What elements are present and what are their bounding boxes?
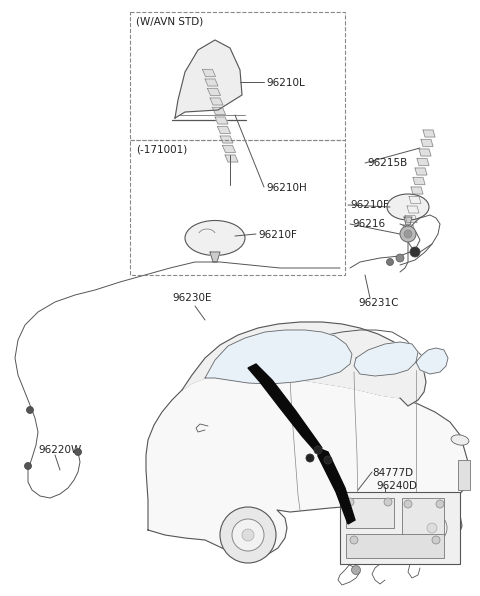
Ellipse shape	[185, 221, 245, 256]
Circle shape	[400, 226, 416, 242]
Bar	[458, 460, 470, 490]
Circle shape	[350, 536, 358, 544]
Circle shape	[346, 498, 354, 506]
Circle shape	[406, 502, 458, 554]
Bar	[130, 140, 345, 275]
Bar	[402, 498, 444, 536]
Text: 84777D: 84777D	[372, 468, 413, 478]
Circle shape	[432, 536, 440, 544]
Circle shape	[410, 247, 420, 257]
Circle shape	[427, 523, 437, 533]
Polygon shape	[217, 126, 230, 134]
Polygon shape	[407, 206, 419, 213]
Text: 96240D: 96240D	[376, 481, 417, 491]
Bar	[340, 492, 460, 564]
Text: 96231C: 96231C	[358, 298, 398, 308]
Circle shape	[324, 456, 332, 464]
Circle shape	[242, 529, 254, 541]
Bar	[346, 534, 444, 558]
Circle shape	[386, 259, 394, 265]
Polygon shape	[421, 139, 433, 147]
Polygon shape	[417, 159, 429, 166]
Circle shape	[384, 498, 392, 506]
Circle shape	[396, 254, 404, 262]
Polygon shape	[411, 187, 423, 194]
Circle shape	[314, 446, 322, 454]
Polygon shape	[220, 136, 233, 143]
Text: 96210H: 96210H	[266, 183, 307, 193]
Ellipse shape	[387, 194, 429, 220]
Circle shape	[24, 462, 32, 470]
Text: (-171001): (-171001)	[136, 145, 187, 155]
Polygon shape	[146, 374, 468, 558]
Polygon shape	[416, 348, 448, 374]
Polygon shape	[210, 252, 220, 262]
Polygon shape	[205, 330, 352, 384]
Text: (W/AVN STD): (W/AVN STD)	[136, 17, 203, 27]
Circle shape	[351, 566, 360, 575]
Polygon shape	[404, 217, 412, 225]
Polygon shape	[175, 40, 242, 118]
Polygon shape	[215, 117, 228, 124]
Polygon shape	[223, 145, 236, 153]
Circle shape	[74, 449, 82, 455]
Polygon shape	[354, 342, 418, 376]
Polygon shape	[318, 448, 355, 524]
Polygon shape	[403, 225, 415, 232]
Polygon shape	[182, 322, 426, 406]
Bar	[130, 12, 345, 140]
Circle shape	[404, 500, 412, 508]
Text: 96210L: 96210L	[266, 78, 305, 88]
Text: 96216: 96216	[352, 219, 385, 229]
Circle shape	[232, 519, 264, 551]
Polygon shape	[248, 364, 322, 452]
Polygon shape	[213, 107, 226, 114]
Polygon shape	[205, 79, 218, 86]
Circle shape	[306, 454, 314, 462]
Circle shape	[417, 513, 447, 543]
Text: 96210F: 96210F	[350, 200, 389, 210]
Circle shape	[404, 230, 412, 238]
Ellipse shape	[451, 435, 469, 445]
Polygon shape	[210, 98, 223, 105]
Polygon shape	[423, 130, 435, 137]
Polygon shape	[415, 168, 427, 175]
Text: 96215B: 96215B	[367, 158, 407, 168]
Circle shape	[220, 507, 276, 563]
Polygon shape	[207, 88, 220, 95]
Polygon shape	[419, 149, 431, 156]
Polygon shape	[203, 70, 216, 76]
Circle shape	[436, 500, 444, 508]
Bar	[346, 498, 394, 528]
Text: 96230E: 96230E	[172, 293, 212, 303]
Text: 96220W: 96220W	[38, 445, 81, 455]
Text: 96210F: 96210F	[258, 230, 297, 240]
Polygon shape	[413, 178, 425, 185]
Polygon shape	[405, 216, 417, 222]
Polygon shape	[409, 197, 421, 203]
Circle shape	[26, 406, 34, 414]
Polygon shape	[225, 155, 238, 162]
